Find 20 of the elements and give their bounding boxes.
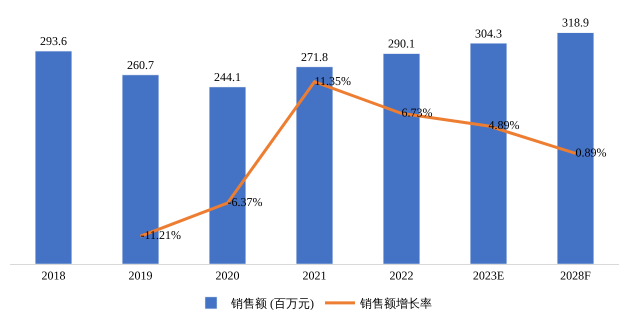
x-tick-label: 2028F [560,268,592,282]
data-label: 260.7 [127,58,154,72]
x-tick-label: 2022 [390,268,414,282]
bar [34,50,72,264]
data-label: 293.6 [40,34,67,48]
x-tick-label: 2021 [302,268,326,282]
data-label: 6.73% [402,105,432,120]
x-tick-label: 2018 [42,268,66,282]
x-tick-label: 2020 [216,268,240,282]
legend-label: 销售额 (百万元) [230,296,314,311]
data-label: -6.37% [228,195,262,210]
data-label: 4.89% [488,118,520,132]
legend-label: 销售额增长率 [359,296,432,311]
x-tick-label: 2019 [128,268,152,282]
x-tick-label: 2023E [472,268,504,282]
data-label: 304.3 [475,26,502,40]
data-label: 318.9 [562,16,589,30]
data-label: 244.1 [214,70,241,84]
data-label: 271.8 [301,50,328,64]
data-label: 290.1 [388,36,415,51]
